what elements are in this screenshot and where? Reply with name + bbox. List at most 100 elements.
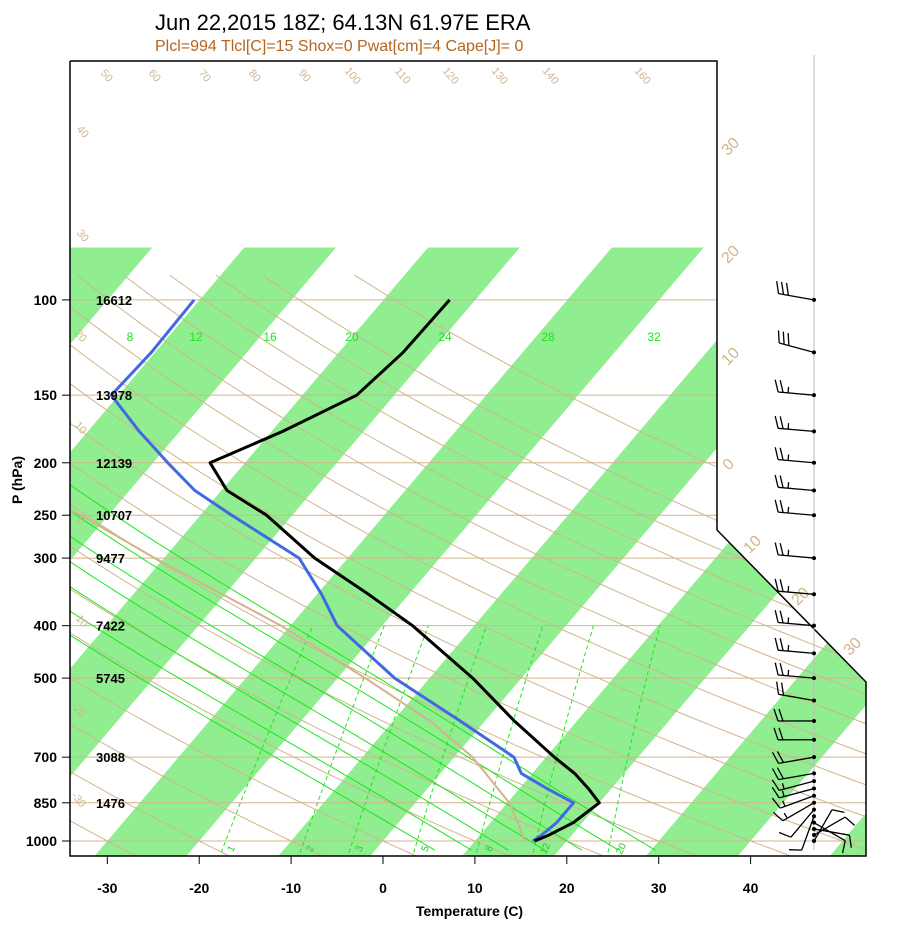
wind-barb-dot bbox=[812, 793, 816, 798]
mixing-ratio-line bbox=[348, 625, 429, 853]
wind-barb-half-feather bbox=[787, 617, 790, 624]
height-label: 5745 bbox=[96, 671, 125, 686]
dry-adiabat-line bbox=[70, 274, 866, 856]
wind-barb-feather bbox=[779, 416, 784, 429]
wind-barb-dot bbox=[812, 393, 816, 398]
chart-title: Jun 22,2015 18Z; 64.13N 61.97E ERA bbox=[155, 10, 531, 35]
wind-barb-feather bbox=[779, 500, 784, 513]
isotherm-band bbox=[823, 247, 866, 856]
wind-barb-staff bbox=[778, 693, 815, 702]
moist-adiabat-label: 28 bbox=[541, 330, 555, 344]
wind-barb-dot bbox=[812, 755, 816, 760]
height-label: 10707 bbox=[96, 508, 132, 523]
mixing-ratio-label: 2 bbox=[305, 844, 318, 854]
wind-barb-dot bbox=[812, 807, 816, 812]
wind-barb-dot bbox=[812, 779, 816, 784]
wind-barb-staff bbox=[778, 292, 815, 301]
dry-adiabat-line bbox=[70, 274, 340, 856]
sounding-series bbox=[70, 298, 601, 843]
pressure-tick-label: 400 bbox=[34, 618, 58, 634]
moist-adiabat-label: 16 bbox=[263, 330, 277, 344]
height-label: 13978 bbox=[96, 388, 132, 403]
wind-barb-staff bbox=[779, 342, 815, 353]
wind-barb-dot bbox=[812, 833, 816, 838]
wind-barb-half-feather bbox=[782, 800, 786, 807]
wind-barb-feather bbox=[774, 499, 779, 513]
mixing-ratio-line bbox=[476, 625, 544, 853]
wind-barb-dot bbox=[812, 737, 816, 742]
wind-barb-feather bbox=[772, 811, 784, 822]
isotherm-band bbox=[455, 247, 866, 856]
dry-adiabat-line bbox=[70, 274, 623, 856]
height-label: 1476 bbox=[96, 796, 125, 811]
wind-barb-dot bbox=[812, 800, 816, 805]
moist-adiabat-label: 24 bbox=[438, 330, 452, 344]
temperature-tick-label: 0 bbox=[379, 880, 387, 896]
moist-adiabat-label: 32 bbox=[647, 330, 661, 344]
wind-barb-feather bbox=[782, 331, 785, 345]
moist-adiabat-label: 20 bbox=[345, 330, 359, 344]
wind-barb-staff bbox=[778, 756, 815, 765]
wind-barb-dot bbox=[812, 488, 816, 493]
mixing-ratio-line bbox=[299, 625, 385, 853]
isotherm-band bbox=[88, 247, 704, 856]
wind-barb-feather bbox=[779, 447, 784, 461]
dry-adiabat-label: 120 bbox=[440, 65, 461, 87]
pressure-tick-label: 150 bbox=[34, 387, 58, 403]
wind-barb-dot bbox=[812, 592, 816, 597]
temperature-tick-label: 30 bbox=[651, 880, 667, 896]
dewpoint-line bbox=[109, 298, 575, 843]
isotherm-label: 30 bbox=[841, 634, 866, 659]
temperature-tick-label: -10 bbox=[281, 880, 301, 896]
wind-barb-dot bbox=[812, 623, 816, 628]
dry-adiabat-label: 110 bbox=[392, 65, 412, 86]
pressure-tick-label: 700 bbox=[34, 749, 58, 765]
wind-barb-dot bbox=[812, 786, 816, 791]
wind-barb-half-feather bbox=[787, 669, 790, 676]
wind-barb-half-feather bbox=[787, 454, 790, 461]
dry-adiabat-label: 70 bbox=[196, 68, 213, 85]
pressure-tick-label: 300 bbox=[34, 550, 58, 566]
wind-barb-feather bbox=[848, 835, 852, 848]
plot-frame bbox=[69, 60, 867, 857]
wind-barb-feather bbox=[780, 281, 785, 295]
isotherm-label: 30 bbox=[719, 134, 744, 159]
wind-barb-feather bbox=[779, 662, 784, 676]
dry-adiabat-label: 90 bbox=[296, 68, 313, 85]
wind-barb-staff bbox=[790, 809, 815, 838]
wind-barb-feather bbox=[844, 816, 856, 826]
isotherm-label: 20 bbox=[719, 242, 744, 267]
wind-barb-half-feather bbox=[787, 482, 790, 489]
wind-barb-dot bbox=[812, 814, 816, 819]
wind-barbs bbox=[771, 281, 856, 854]
dry-adiabat-label: 50 bbox=[98, 68, 115, 85]
wind-barb-dot bbox=[812, 350, 816, 355]
isotherm-band bbox=[70, 247, 520, 856]
wind-barb-dot bbox=[812, 513, 816, 518]
dry-adiabat-label: 160 bbox=[632, 65, 653, 87]
wind-barb-staff bbox=[778, 511, 815, 516]
pressure-axis: 100 16612 150 13978 200 12139 250 10707 300 9477 4… bbox=[26, 292, 132, 849]
temperature-tick-label: -20 bbox=[189, 880, 209, 896]
wind-barb-feather bbox=[773, 727, 779, 741]
dry-adiabat-line bbox=[70, 274, 717, 856]
dry-adiabat-line bbox=[70, 274, 866, 856]
wind-barb-feather bbox=[774, 379, 779, 393]
wind-barb-half-feather bbox=[783, 812, 788, 819]
wind-barb-dot bbox=[812, 771, 816, 776]
wind-barb-staff bbox=[778, 590, 815, 595]
wind-barb-feather bbox=[774, 415, 779, 429]
dry-adiabat-line bbox=[169, 274, 866, 856]
dry-adiabat-label: 30 bbox=[74, 228, 91, 245]
dry-adiabat-line bbox=[70, 274, 151, 856]
isotherm-label: 10 bbox=[719, 344, 744, 369]
isotherm-label: 20 bbox=[789, 584, 814, 609]
mixing-ratio-label: 1 bbox=[226, 844, 239, 854]
wind-barb-dot bbox=[812, 297, 816, 302]
y-axis-label: P (hPa) bbox=[9, 456, 25, 504]
wind-barb-feather bbox=[771, 779, 780, 791]
wind-barb-feather bbox=[774, 637, 779, 651]
wind-barb-staff bbox=[778, 427, 815, 433]
wind-barb-dot bbox=[812, 460, 816, 465]
wind-barb-dot bbox=[812, 718, 816, 723]
